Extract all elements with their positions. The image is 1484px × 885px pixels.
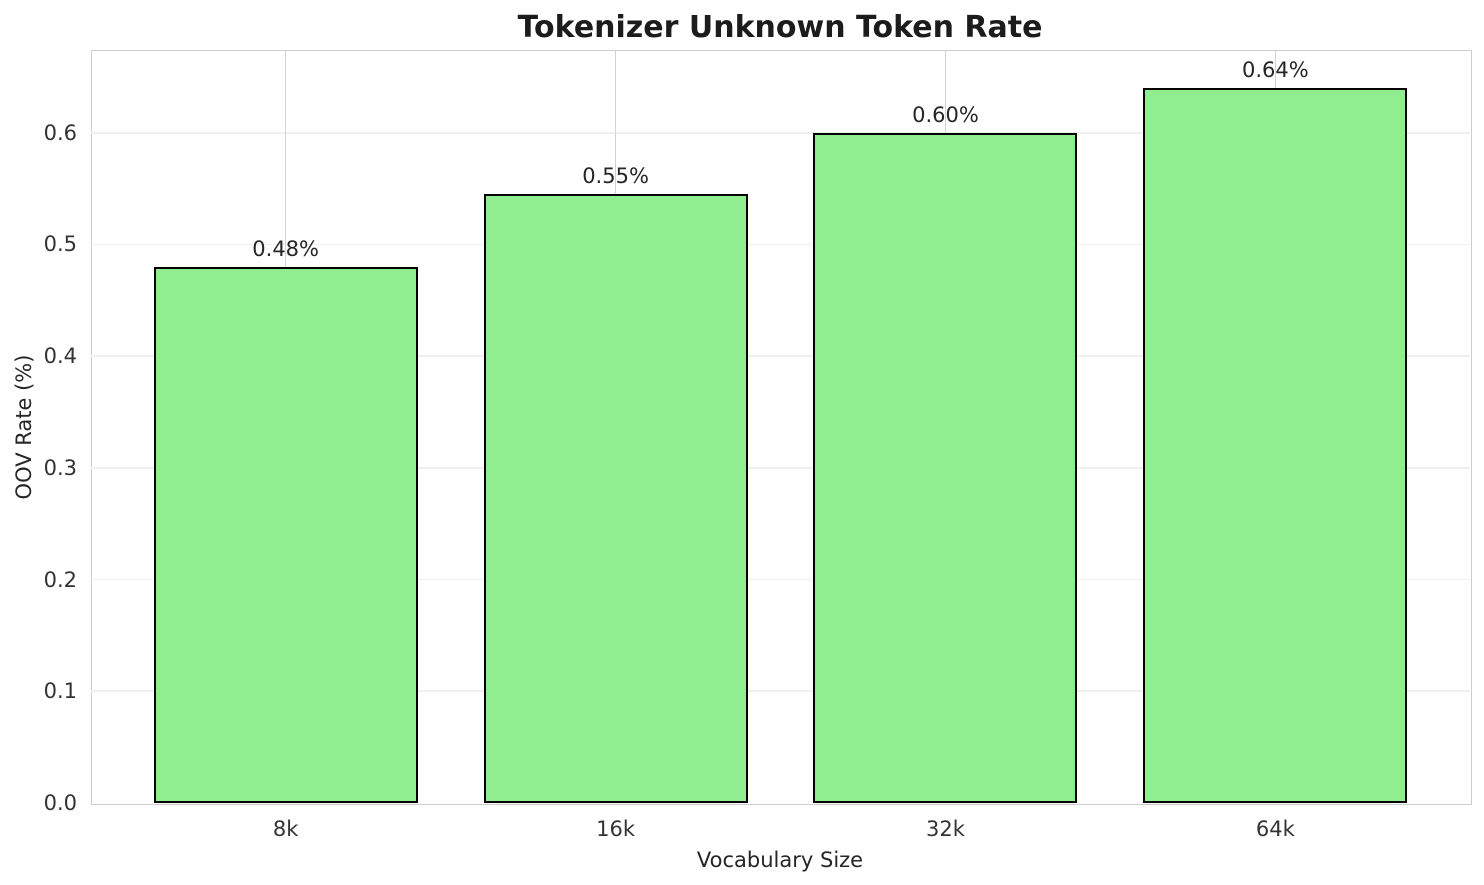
y-tick-label: 0.5 [43, 232, 77, 257]
x-tick-label: 64k [1255, 817, 1295, 841]
bar [483, 194, 748, 803]
x-tick-label: 32k [925, 817, 965, 841]
x-axis-label: Vocabulary Size [696, 848, 864, 872]
h-gridline [91, 355, 1470, 357]
bar [153, 266, 418, 803]
h-gridline [91, 243, 1470, 246]
y-tick-label: 0.6 [43, 120, 77, 145]
h-gridline [91, 131, 1470, 134]
x-tick-label: 8k [272, 817, 299, 841]
bar-value-label: 0.55% [582, 164, 649, 189]
bar [1143, 87, 1408, 803]
bar-value-label: 0.60% [912, 102, 979, 127]
h-gridline [91, 466, 1470, 469]
bar-value-label: 0.48% [252, 236, 319, 261]
bar [813, 132, 1078, 803]
y-tick-label: 0.1 [43, 679, 77, 704]
y-tick-label: 0.0 [43, 791, 77, 815]
y-tick-label: 0.3 [43, 455, 77, 480]
h-gridline [91, 578, 1470, 581]
chart-title: Tokenizer Unknown Token Rate [517, 10, 1043, 45]
h-gridline [91, 690, 1470, 693]
y-tick-label: 0.2 [43, 567, 77, 592]
bar-value-label: 0.64% [1241, 57, 1309, 82]
y-tick-label: 0.4 [43, 344, 77, 369]
x-tick-label: 16k [596, 817, 635, 841]
